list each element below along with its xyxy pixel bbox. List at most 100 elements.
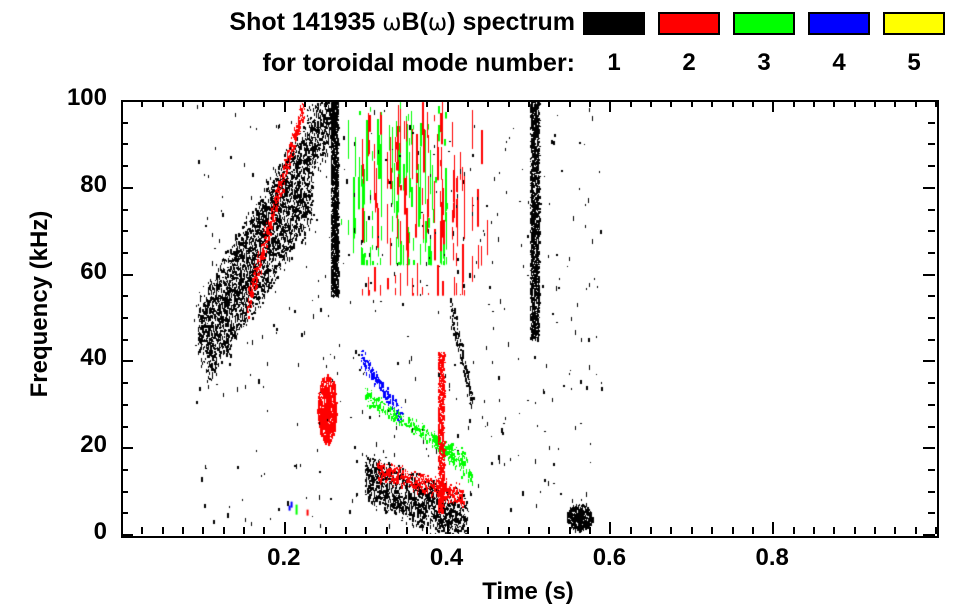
x-tick-minor: [466, 527, 469, 534]
x-tick-major: [609, 522, 612, 534]
x-tick-minor: [629, 527, 632, 534]
y-tick-label-20: 20: [80, 431, 107, 459]
x-tick-minor-top: [690, 100, 693, 107]
y-tick-major: [121, 186, 133, 189]
x-tick-minor-top: [528, 100, 530, 107]
y-tick-minor-right: [928, 208, 935, 211]
legend-item-mode-n3[interactable]: 3: [731, 0, 797, 92]
y-tick-minor-right: [928, 425, 935, 428]
x-tick-label-0.2: 0.2: [267, 544, 301, 571]
y-tick-label-100: 100: [66, 84, 107, 111]
y-tick-minor-right: [928, 403, 935, 406]
x-tick-minor: [202, 527, 205, 534]
y-tick-minor-right: [928, 165, 935, 168]
legend-item-mode-n2[interactable]: 2: [656, 0, 722, 92]
title-line-2: for toroidal mode number:: [262, 49, 576, 77]
x-tick-label-0.8: 0.8: [755, 544, 789, 571]
x-tick-minor: [507, 527, 510, 534]
x-tick-minor: [690, 527, 693, 534]
y-tick-major: [121, 100, 133, 102]
legend-item-mode-n1[interactable]: 1: [581, 0, 647, 92]
x-tick-minor: [711, 527, 714, 534]
x-tick-minor: [650, 527, 653, 534]
x-tick-minor-top: [161, 100, 164, 107]
x-tick-minor-top: [873, 100, 876, 107]
y-tick-major-right: [923, 186, 935, 189]
x-tick-minor-top: [751, 100, 754, 107]
title-prefix: Shot 141935: [229, 8, 383, 36]
x-tick-label-0.4: 0.4: [429, 544, 464, 571]
x-tick-minor-top: [487, 100, 490, 107]
legend-item-mode-n5[interactable]: 5: [881, 0, 947, 92]
y-tick-minor: [121, 382, 128, 385]
y-tick-major: [121, 447, 133, 450]
legend-label-mode-n2: 2: [682, 49, 696, 76]
x-tick-label-0.6: 0.6: [592, 544, 627, 571]
x-tick-minor: [304, 527, 307, 534]
y-tick-label-80: 80: [80, 170, 107, 198]
y-tick-minor-right: [928, 251, 935, 254]
x-tick-minor: [344, 527, 347, 534]
y-tick-major: [121, 273, 133, 276]
x-tick-minor: [324, 527, 327, 534]
x-axis-title: Time (s): [482, 578, 574, 605]
x-tick-minor: [833, 527, 836, 534]
x-tick-minor-top: [711, 100, 714, 107]
y-tick-major-right: [923, 360, 935, 363]
y-tick-minor-right: [928, 338, 935, 341]
spectrogram-plot-area: [121, 100, 935, 534]
x-tick-minor: [161, 527, 164, 534]
x-tick-major: [772, 522, 775, 534]
x-tick-minor-top: [426, 100, 429, 107]
x-tick-minor-top: [833, 100, 836, 107]
x-tick-minor-top: [344, 100, 347, 107]
x-tick-minor-top: [568, 100, 571, 107]
y-tick-minor-right: [928, 382, 935, 385]
omega-symbol-2: ω: [427, 10, 448, 36]
x-tick-minor-top: [263, 100, 266, 107]
x-tick-minor-top: [589, 100, 592, 107]
x-tick-major-top: [772, 100, 775, 112]
x-tick-minor: [243, 527, 246, 534]
x-tick-major: [283, 522, 286, 534]
y-tick-minor: [121, 208, 128, 211]
x-tick-minor-top: [202, 100, 205, 107]
y-tick-minor-right: [928, 230, 935, 233]
y-tick-label-0: 0: [93, 518, 107, 545]
x-tick-minor: [731, 527, 734, 534]
x-tick-minor-top: [243, 100, 246, 107]
legend-label-mode-n1: 1: [607, 49, 621, 76]
y-tick-minor: [121, 512, 128, 515]
y-tick-major-right: [923, 273, 935, 276]
x-tick-minor: [121, 527, 123, 534]
legend-label-mode-n4: 4: [832, 49, 846, 76]
x-tick-minor: [589, 527, 592, 534]
x-tick-minor: [141, 527, 144, 534]
y-tick-minor-right: [928, 143, 935, 146]
x-tick-major: [446, 522, 449, 534]
x-tick-minor-top: [182, 100, 185, 107]
x-tick-minor: [568, 527, 571, 534]
y-tick-minor: [121, 425, 128, 428]
legend-label-mode-n5: 5: [907, 49, 921, 76]
x-tick-minor: [751, 527, 754, 534]
x-tick-minor-top: [222, 100, 225, 107]
x-tick-minor-top: [507, 100, 510, 107]
y-tick-label-40: 40: [80, 344, 107, 372]
legend-item-mode-n4[interactable]: 4: [806, 0, 872, 92]
x-tick-minor-top: [914, 100, 917, 107]
legend: 1 2 3 4 5: [575, 0, 963, 92]
x-tick-minor-top: [935, 100, 937, 107]
x-tick-major-top: [283, 100, 286, 112]
x-tick-minor-top: [853, 100, 856, 107]
x-tick-minor-top: [405, 100, 408, 107]
x-tick-minor: [935, 527, 937, 534]
y-tick-minor-right: [928, 317, 935, 319]
x-tick-minor-top: [650, 100, 653, 107]
x-tick-minor: [528, 527, 530, 534]
x-tick-minor-top: [466, 100, 469, 107]
x-tick-minor: [853, 527, 856, 534]
y-tick-major: [121, 360, 133, 363]
x-tick-minor-top: [121, 100, 123, 107]
